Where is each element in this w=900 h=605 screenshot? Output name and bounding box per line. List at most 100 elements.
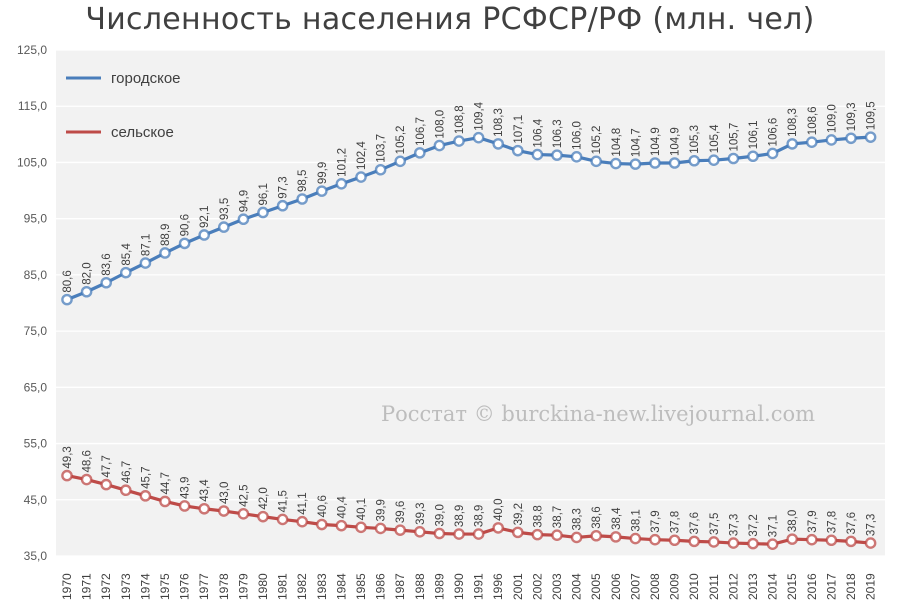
- data-point: [747, 537, 759, 550]
- y-tick-label: 75,0: [24, 324, 48, 338]
- x-tick-label: 1985: [354, 573, 368, 600]
- data-label: 85,4: [121, 243, 133, 266]
- data-point: [159, 247, 171, 259]
- data-point: [335, 519, 348, 532]
- data-point: [61, 469, 73, 482]
- data-point: [433, 139, 446, 152]
- data-point: [374, 163, 387, 176]
- data-point: [688, 535, 701, 548]
- data-label: 96,1: [258, 183, 270, 205]
- data-point: [472, 528, 485, 540]
- data-label: 40,4: [336, 496, 348, 519]
- data-label: 88,9: [160, 224, 172, 246]
- x-tick-label: 2015: [785, 573, 799, 600]
- data-point: [217, 505, 230, 517]
- data-label: 40,0: [493, 498, 505, 520]
- data-point: [178, 500, 191, 512]
- data-label: 43,4: [199, 479, 211, 502]
- data-label: 44,7: [160, 472, 172, 494]
- data-label: 43,0: [219, 482, 231, 504]
- data-label: 107,1: [513, 115, 525, 144]
- data-point: [766, 147, 779, 160]
- data-point: [355, 521, 367, 534]
- series-rural: 49,3 48,6 47,7 46,7 45,7 44,7 43,9 43,4 43,0 42,5…: [61, 446, 878, 550]
- data-label: 92,1: [199, 206, 211, 228]
- data-label: 106,6: [768, 118, 780, 147]
- data-label: 108,0: [434, 110, 446, 139]
- data-point: [335, 178, 348, 190]
- data-label: 42,0: [258, 487, 270, 509]
- data-point: [120, 484, 132, 497]
- y-axis-ticks: 35,0 45,0 55,0 65,0 75,0 85,0 95,0 105,0 115,0 12…: [17, 43, 47, 563]
- data-label: 83,6: [101, 253, 113, 275]
- x-tick-label: 1983: [315, 573, 329, 600]
- data-point: [590, 155, 603, 168]
- x-axis-ticks: 1970 1971 1972 1973 1974 1975 1976 1977 1978 1979…: [60, 573, 878, 600]
- data-label: 108,6: [807, 106, 819, 135]
- x-tick-label: 2011: [707, 574, 721, 600]
- data-point: [237, 508, 250, 520]
- x-tick-label: 1981: [276, 573, 290, 600]
- x-tick-label: 2016: [805, 573, 819, 600]
- series-layer: 80,6 82,0 83,6 85,4 87,1 88,9 90,6 92,1 93,5 94,9…: [61, 101, 878, 550]
- x-tick-label: 1978: [217, 573, 231, 600]
- data-label: 106,3: [552, 119, 564, 148]
- data-label: 38,1: [630, 509, 642, 531]
- data-point: [864, 131, 877, 143]
- data-label: 108,3: [493, 108, 505, 137]
- data-point: [668, 157, 681, 169]
- data-label: 37,6: [689, 512, 701, 534]
- data-point: [570, 531, 583, 544]
- data-label: 38,4: [611, 507, 623, 530]
- data-point: [296, 515, 309, 528]
- data-label: 87,1: [140, 234, 152, 256]
- data-point: [512, 144, 524, 157]
- x-tick-label: 1990: [452, 573, 466, 600]
- x-tick-label: 1988: [413, 573, 427, 600]
- data-label: 94,9: [238, 190, 250, 212]
- x-tick-label: 1991: [472, 573, 486, 600]
- data-point: [315, 185, 328, 197]
- data-point: [80, 473, 93, 486]
- data-point: [100, 276, 112, 289]
- data-point: [551, 149, 563, 161]
- data-label: 37,1: [768, 515, 780, 537]
- data-label: 99,9: [317, 162, 329, 184]
- y-tick-label: 45,0: [24, 493, 48, 507]
- data-point: [139, 490, 152, 502]
- data-label: 48,6: [82, 450, 94, 472]
- y-tick-label: 65,0: [24, 380, 48, 394]
- legend-label-urban: городское: [111, 70, 181, 87]
- legend: городское сельское: [66, 70, 181, 141]
- x-tick-label: 1984: [334, 573, 348, 600]
- data-point: [806, 136, 818, 149]
- x-tick-label: 2008: [648, 573, 662, 600]
- data-label: 109,0: [826, 104, 838, 133]
- data-label: 82,0: [82, 262, 94, 284]
- data-label: 39,2: [513, 503, 525, 525]
- data-point: [159, 495, 171, 508]
- x-tick-label: 2007: [628, 573, 642, 600]
- data-point: [786, 138, 799, 150]
- data-point: [629, 532, 642, 545]
- data-point: [453, 135, 465, 147]
- x-tick-label: 2017: [824, 573, 838, 600]
- x-tick-label: 2010: [687, 573, 701, 600]
- data-label: 41,1: [297, 492, 309, 514]
- data-point: [355, 171, 367, 183]
- x-tick-label: 1970: [60, 573, 74, 600]
- data-point: [61, 293, 73, 306]
- data-label: 109,3: [846, 102, 858, 131]
- x-tick-label: 1987: [393, 573, 407, 600]
- data-point: [492, 138, 505, 150]
- data-label: 106,1: [748, 120, 760, 149]
- data-point: [198, 502, 210, 515]
- data-label: 38,0: [787, 510, 799, 532]
- data-label: 37,9: [807, 510, 819, 532]
- data-point: [315, 518, 328, 531]
- data-label: 104,7: [630, 128, 642, 157]
- x-tick-label: 1974: [138, 573, 152, 600]
- data-label: 40,1: [356, 498, 368, 520]
- data-label: 97,3: [278, 176, 290, 198]
